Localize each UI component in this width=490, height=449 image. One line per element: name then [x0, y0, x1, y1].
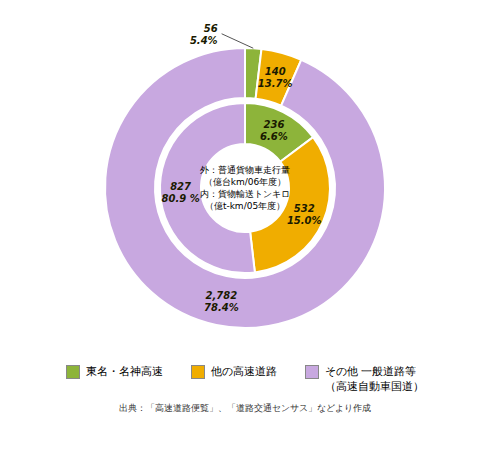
html-text:外：普通貨物車走行量: 外：普通貨物車走行量	[200, 165, 290, 175]
svg-text:14013.7%: 14013.7%	[258, 66, 293, 89]
html-text:（億台km/06年度）: （億台km/06年度）	[203, 177, 287, 187]
html-text:他の高速道路: 他の高速道路	[211, 365, 277, 378]
svg-text:82780.9 %: 82780.9 %	[162, 180, 200, 203]
html-text:（億t-km/05年度）: （億t-km/05年度）	[204, 201, 286, 211]
html-text:東名・名神高速: 東名・名神高速	[86, 365, 163, 378]
svg-text:2366.6%: 2366.6%	[260, 119, 288, 142]
html-text:その他 一般道路等 （高速自動車国道）: その他 一般道路等 （高速自動車国道）	[325, 365, 424, 393]
svg-text:53215.0%: 53215.0%	[287, 202, 322, 225]
svg-text:565.4%: 565.4%	[190, 22, 218, 45]
html-text:内：貨物輸送トンキロ: 内：貨物輸送トンキロ	[200, 189, 290, 199]
svg-text:2,78278.4%: 2,78278.4%	[204, 289, 239, 312]
html-text:出典：「高速道路便覧」、「道路交通センサス」などより作成: 出典：「高速道路便覧」、「道路交通センサス」などより作成	[119, 403, 371, 413]
